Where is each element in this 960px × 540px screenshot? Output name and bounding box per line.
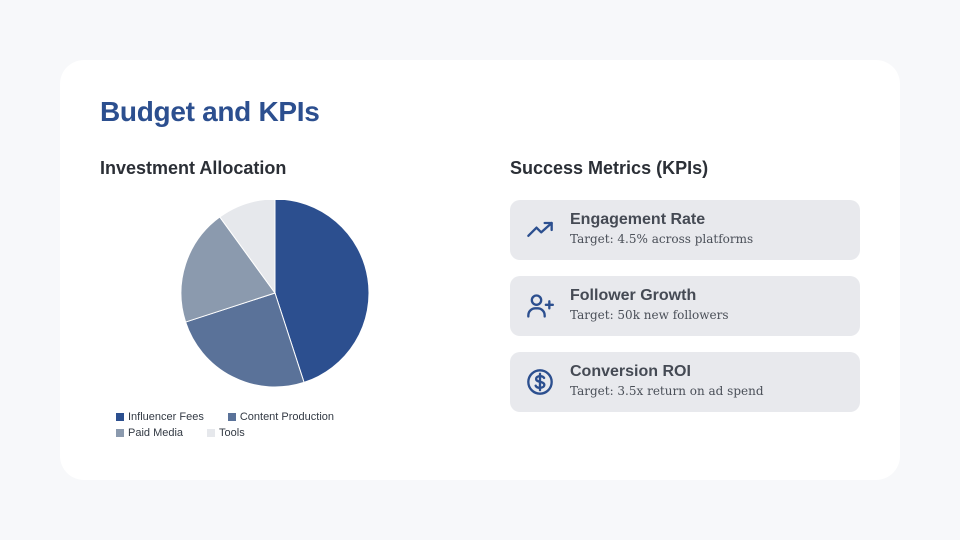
kpi-title: Conversion ROI xyxy=(570,363,691,380)
pie-slice-content-production xyxy=(184,292,305,388)
legend-swatch xyxy=(116,429,124,437)
legend-item-paid-media: Paid Media xyxy=(116,426,183,440)
legend-item-content-production: Content Production xyxy=(227,410,334,424)
legend-swatch xyxy=(116,413,124,421)
dollar-circle-icon xyxy=(527,369,553,395)
kpi-subtitle: Target: 3.5x return on ad spend xyxy=(570,384,764,398)
legend-label: Paid Media xyxy=(128,427,184,439)
legend-item-influencer-fees: Influencer Fees xyxy=(116,410,204,424)
legend-label: Influencer Fees xyxy=(128,411,204,423)
pie-slice-influencer-fees xyxy=(274,200,370,384)
legend-label: Content Production xyxy=(239,411,334,423)
legend-swatch xyxy=(227,413,236,421)
pie-slice-paid-media xyxy=(180,216,276,323)
page-title: Budget and KPIs xyxy=(100,96,320,127)
pie-slice-tools xyxy=(219,200,276,295)
pie-chart xyxy=(180,200,370,388)
kpi-card-engagement-rate: Engagement Rate Target: 4.5% across plat… xyxy=(510,200,860,260)
kpi-title: Follower Growth xyxy=(570,287,697,304)
trending-up-icon xyxy=(527,221,553,237)
chart-legend: Influencer Fees Content Production Paid … xyxy=(116,410,446,440)
kpi-card-conversion-roi: Conversion ROI Target: 3.5x return on ad… xyxy=(510,352,860,412)
slide-card: Budget and KPIs Investment Allocation Su… xyxy=(60,60,900,480)
investment-allocation-heading: Investment Allocation xyxy=(100,158,287,178)
kpi-subtitle: Target: 50k new followers xyxy=(570,308,729,322)
legend-swatch xyxy=(207,429,216,437)
success-metrics-heading: Success Metrics (KPIs) xyxy=(510,158,709,178)
legend-item-tools: Tools xyxy=(207,426,245,440)
kpi-title: Engagement Rate xyxy=(570,211,706,228)
kpi-subtitle: Target: 4.5% across platforms xyxy=(570,232,754,246)
legend-label: Tools xyxy=(219,427,245,439)
kpi-list: Engagement Rate Target: 4.5% across plat… xyxy=(510,200,860,428)
user-plus-icon xyxy=(527,294,554,318)
kpi-card-follower-growth: Follower Growth Target: 50k new follower… xyxy=(510,276,860,336)
